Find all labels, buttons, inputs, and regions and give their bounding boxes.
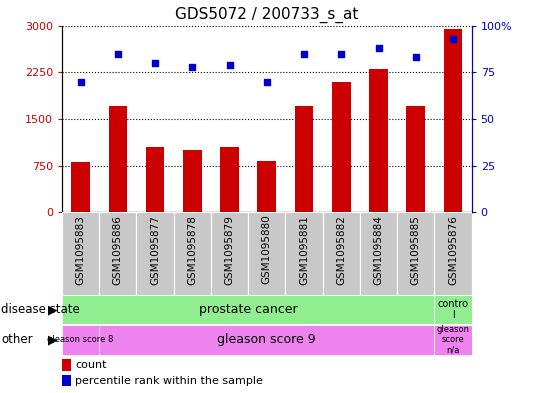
Text: prostate cancer: prostate cancer bbox=[199, 303, 298, 316]
Title: GDS5072 / 200733_s_at: GDS5072 / 200733_s_at bbox=[175, 7, 358, 23]
Point bbox=[151, 60, 160, 66]
Bar bbox=[183, 150, 202, 212]
Text: GSM1095879: GSM1095879 bbox=[225, 215, 234, 285]
Text: gleason score 9: gleason score 9 bbox=[218, 333, 316, 347]
Bar bbox=[62, 325, 99, 355]
Bar bbox=[99, 212, 136, 295]
Text: GSM1095886: GSM1095886 bbox=[113, 215, 123, 285]
Bar bbox=[62, 212, 99, 295]
Text: GSM1095877: GSM1095877 bbox=[150, 215, 160, 285]
Text: GSM1095881: GSM1095881 bbox=[299, 215, 309, 285]
Point bbox=[374, 45, 383, 51]
Point bbox=[448, 35, 457, 42]
Bar bbox=[62, 375, 71, 386]
Bar bbox=[136, 212, 174, 295]
Text: count: count bbox=[75, 360, 107, 370]
Bar bbox=[99, 325, 434, 355]
Bar bbox=[108, 107, 127, 212]
Bar bbox=[360, 212, 397, 295]
Text: GSM1095884: GSM1095884 bbox=[374, 215, 384, 285]
Bar bbox=[444, 29, 462, 212]
Bar bbox=[220, 147, 239, 212]
Text: GSM1095878: GSM1095878 bbox=[188, 215, 197, 285]
Text: GSM1095885: GSM1095885 bbox=[411, 215, 421, 285]
Text: percentile rank within the sample: percentile rank within the sample bbox=[75, 376, 263, 386]
Text: GSM1095876: GSM1095876 bbox=[448, 215, 458, 285]
Bar bbox=[295, 107, 313, 212]
Bar bbox=[332, 82, 350, 212]
Bar bbox=[434, 325, 472, 355]
Bar bbox=[323, 212, 360, 295]
Bar bbox=[369, 69, 388, 212]
Bar bbox=[146, 147, 164, 212]
Text: ▶: ▶ bbox=[47, 303, 57, 316]
Bar bbox=[62, 359, 71, 371]
Bar bbox=[286, 212, 323, 295]
Bar bbox=[434, 296, 472, 324]
Text: GSM1095880: GSM1095880 bbox=[262, 215, 272, 285]
Bar bbox=[258, 161, 276, 212]
Point bbox=[77, 79, 85, 85]
Point bbox=[300, 50, 308, 57]
Bar bbox=[406, 107, 425, 212]
Point bbox=[225, 62, 234, 68]
Text: ▶: ▶ bbox=[47, 333, 57, 347]
Text: other: other bbox=[1, 333, 33, 347]
Text: disease state: disease state bbox=[1, 303, 80, 316]
Bar bbox=[397, 212, 434, 295]
Bar bbox=[211, 212, 248, 295]
Text: GSM1095883: GSM1095883 bbox=[75, 215, 86, 285]
Bar bbox=[248, 212, 286, 295]
Bar bbox=[434, 212, 472, 295]
Point bbox=[114, 50, 122, 57]
Bar bbox=[71, 162, 90, 212]
Bar bbox=[174, 212, 211, 295]
Point bbox=[262, 79, 271, 85]
Text: contro
l: contro l bbox=[438, 299, 468, 320]
Point bbox=[188, 63, 197, 70]
Text: gleason
score
n/a: gleason score n/a bbox=[437, 325, 469, 355]
Point bbox=[337, 50, 345, 57]
Text: gleason score 8: gleason score 8 bbox=[47, 336, 114, 344]
Text: GSM1095882: GSM1095882 bbox=[336, 215, 346, 285]
Point bbox=[411, 54, 420, 61]
